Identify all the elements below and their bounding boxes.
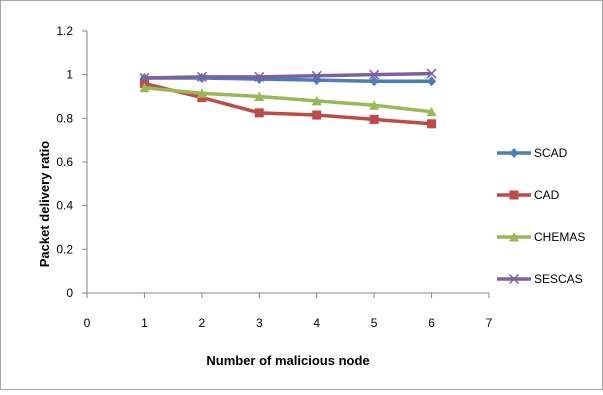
legend-marker-sescas: [508, 273, 520, 285]
data-point-cad: [369, 114, 379, 124]
x-tick-label: 0: [84, 316, 91, 330]
series-chemas: [139, 82, 437, 117]
y-tick-label: 0.4: [56, 199, 73, 213]
x-tick-label: 6: [428, 316, 435, 330]
data-point-sescas: [311, 70, 322, 81]
legend-marker-scad: [509, 148, 519, 158]
legend-label-cad: CAD: [534, 188, 560, 202]
legend-item-scad: SCAD: [497, 146, 568, 160]
x-tick-label: 3: [256, 316, 263, 330]
data-point-chemas: [139, 82, 150, 93]
data-point-sescas-stroke: [254, 71, 265, 82]
data-point-scad: [427, 76, 437, 87]
data-point-chemas: [254, 91, 265, 101]
data-point-sescas-stroke: [196, 71, 207, 82]
data-point-sescas-stroke: [311, 70, 322, 81]
x-tick-label: 1: [141, 316, 148, 330]
legend-label-chemas: CHEMAS: [534, 230, 585, 244]
y-tick-label: 1.2: [56, 24, 73, 38]
x-tick-label: 7: [486, 316, 493, 330]
y-tick-label: 0.2: [56, 242, 73, 256]
series-line-sescas: [144, 71, 432, 80]
x-tick-label: 4: [313, 316, 320, 330]
legend-label-scad: SCAD: [534, 146, 568, 160]
series-sescas: [139, 68, 437, 83]
legend-item-sescas: SESCAS: [497, 272, 583, 286]
legend-item-cad: CAD: [497, 188, 560, 202]
x-tick-label: 5: [371, 316, 378, 330]
x-axis-label: Number of malicious node: [206, 353, 369, 368]
legend-label-sescas: SESCAS: [534, 272, 583, 286]
data-point-cad: [427, 119, 437, 129]
y-tick-label: 1: [66, 68, 73, 82]
data-point-cad: [312, 110, 322, 120]
data-point-sescas: [254, 71, 265, 82]
data-point-sescas: [139, 72, 150, 83]
series-line-cad: [144, 81, 432, 126]
y-tick-label: 0: [66, 286, 73, 300]
data-point-sescas: [426, 68, 437, 79]
data-point-sescas-stroke: [139, 72, 150, 83]
legend-item-chemas: CHEMAS: [497, 230, 585, 244]
data-point-sescas-stroke: [369, 69, 380, 80]
y-tick-label: 0.6: [56, 155, 73, 169]
legend-marker-cad: [509, 190, 519, 200]
data-point-chemas: [426, 106, 437, 117]
x-tick-label: 2: [199, 316, 206, 330]
data-point-chemas: [369, 100, 380, 110]
data-point-sescas-stroke: [426, 68, 437, 79]
data-point-chemas: [311, 95, 322, 106]
data-point-scad: [369, 76, 379, 87]
legend-marker-chemas: [509, 232, 519, 242]
legend-marker-sescas-stroke: [508, 273, 520, 285]
data-point-sescas: [369, 69, 380, 80]
data-point-sescas: [196, 71, 207, 82]
y-tick-label: 0.8: [56, 111, 73, 125]
data-point-cad: [254, 108, 264, 118]
data-point-chemas: [196, 88, 207, 98]
series-line-chemas: [144, 86, 432, 114]
y-axis-label: Packet delivery ratio: [37, 141, 52, 268]
